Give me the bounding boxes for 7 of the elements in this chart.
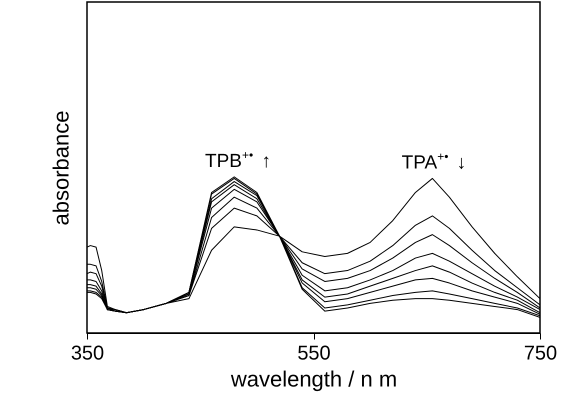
annotation: TPB+• ↑ [205,148,271,172]
x-tick-label: 750 [524,342,558,364]
y-axis-title: absorbance [48,110,74,226]
x-tick-label: 550 [297,342,331,364]
annotation: TPA+• ↓ [402,149,466,174]
x-tick-label: 350 [70,342,104,364]
x-axis-title: wavelength / n m [230,366,398,392]
